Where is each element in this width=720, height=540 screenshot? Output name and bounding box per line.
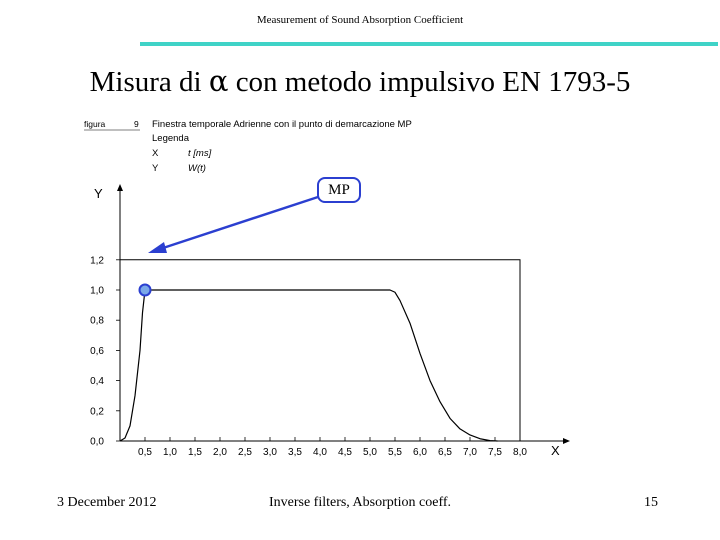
alpha-symbol: α <box>208 64 229 98</box>
x-tick-label: 2,0 <box>213 447 227 458</box>
legend-x-axis: X <box>152 148 159 159</box>
x-tick-label: 5,5 <box>388 447 402 458</box>
figure-number: 9 <box>134 119 139 129</box>
mp-callout: MP <box>317 177 361 203</box>
x-tick-label: 7,0 <box>463 447 477 458</box>
plot-frame <box>120 259 521 441</box>
x-axis-label: X <box>551 443 560 458</box>
x-tick-label: 0,5 <box>138 447 152 458</box>
x-tick-label: 4,0 <box>313 447 327 458</box>
x-tick-label: 8,0 <box>513 447 527 458</box>
x-tick-label: 7,5 <box>488 447 502 458</box>
page-number: 15 <box>644 495 658 510</box>
y-tick-label: 0,0 <box>90 437 104 448</box>
y-tick-label: 1,2 <box>90 255 104 266</box>
footer-caption: Inverse filters, Absorption coeff. <box>268 495 452 510</box>
x-tick-label: 6,5 <box>438 447 452 458</box>
y-tick-label: 0,8 <box>90 316 104 327</box>
window-curve <box>119 289 498 442</box>
legend-y-axis: Y <box>152 163 159 174</box>
y-axis <box>117 184 123 441</box>
x-tick-label: 1,5 <box>188 447 202 458</box>
x-tick-label: 4,5 <box>338 447 352 458</box>
x-tick-label: 3,5 <box>288 447 302 458</box>
legend-x-desc: t [ms] <box>188 148 212 159</box>
mp-marker <box>138 283 152 297</box>
slide-title: Misura di α con metodo impulsivo EN 1793… <box>0 64 720 99</box>
y-tick-label: 0,4 <box>90 376 104 387</box>
x-tick-label: 3,0 <box>263 447 277 458</box>
legend-y-desc: W(t) <box>188 163 206 174</box>
figure-label: figura <box>84 119 106 129</box>
legend-heading: Legenda <box>152 133 190 144</box>
x-tick-label: 2,5 <box>238 447 252 458</box>
y-tick-label: 1,0 <box>90 286 104 297</box>
slide-title-suffix: con metodo impulsivo EN 1793-5 <box>228 66 631 98</box>
y-tick-label: 0,6 <box>90 346 104 357</box>
x-tick-label: 6,0 <box>413 447 427 458</box>
header-rule <box>140 42 718 46</box>
footer-date: 3 December 2012 <box>57 495 157 510</box>
figure-caption: Finestra temporale Adrienne con il punto… <box>152 119 412 130</box>
y-axis-label: Y <box>94 186 103 201</box>
slide-title-prefix: Misura di <box>89 66 209 98</box>
x-tick-label: 1,0 <box>163 447 177 458</box>
callout-arrow <box>159 195 319 251</box>
header-title: Measurement of Sound Absorption Coeffici… <box>256 14 464 26</box>
x-tick-label: 5,0 <box>363 447 377 458</box>
y-tick-label: 0,2 <box>90 406 104 417</box>
callout-arrowhead <box>148 242 167 253</box>
